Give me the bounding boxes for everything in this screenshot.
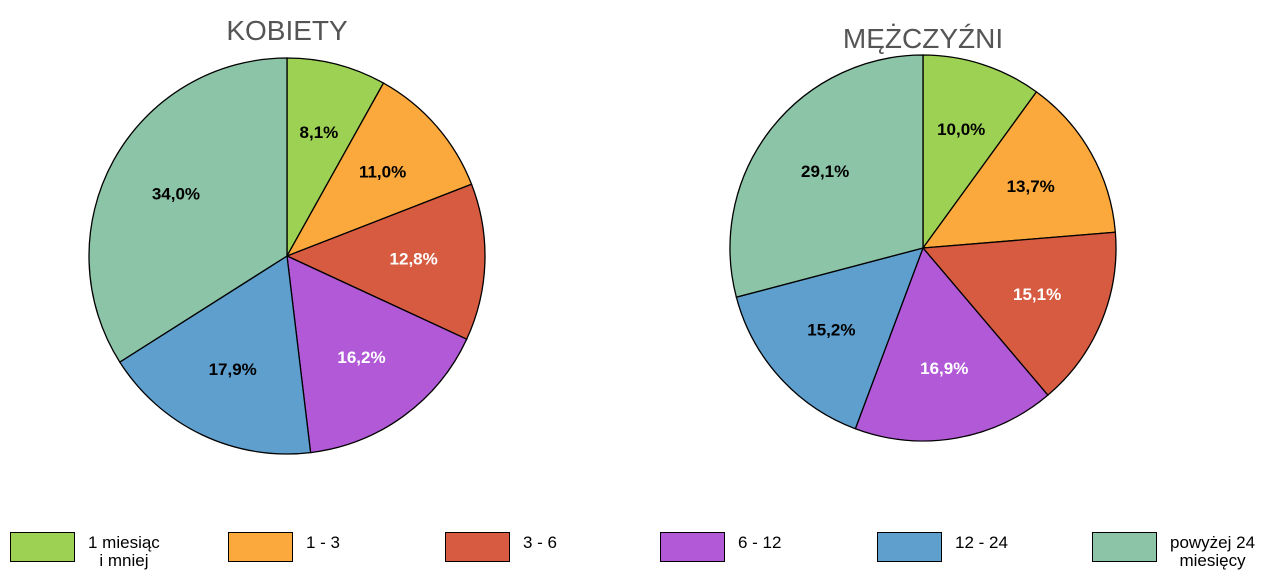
- value-label: 11,0%: [359, 162, 406, 181]
- legend-swatch: [445, 532, 510, 562]
- legend-label: 12 - 24: [955, 533, 1008, 552]
- legend-label: 1 miesiąc i mniej: [88, 533, 160, 570]
- value-label: 13,7%: [1007, 177, 1055, 196]
- legend-label: 6 - 12: [738, 533, 782, 552]
- value-label: 16,2%: [337, 348, 385, 367]
- pie-slice: [735, 247, 925, 430]
- pie-slice: [285, 82, 473, 258]
- legend-swatch: [228, 532, 293, 562]
- pie-slice: [854, 246, 1049, 442]
- pie-slice: [286, 57, 385, 259]
- legend-label: 1 - 3: [306, 533, 341, 552]
- value-label: 12,8%: [390, 249, 438, 268]
- pie-slice: [729, 54, 924, 298]
- value-label: 17,9%: [209, 360, 257, 379]
- pie-slice: [285, 183, 486, 341]
- legend-swatch: [660, 532, 725, 562]
- pie-slice: [922, 54, 1038, 251]
- legend-label: 3 - 6: [523, 533, 558, 552]
- pie-slice: [921, 231, 1117, 397]
- pie-slice: [286, 254, 468, 454]
- value-label: 34,0%: [152, 184, 200, 203]
- legend-swatch: [1092, 532, 1157, 562]
- legend-label: powyżej 24 miesięcy: [1170, 533, 1256, 570]
- value-label: 15,1%: [1013, 285, 1061, 304]
- value-label: 29,1%: [801, 162, 849, 181]
- legend-swatch: [10, 532, 75, 562]
- chart-title: MĘŻCZYŹNI: [843, 23, 1003, 54]
- pie-slice: [921, 90, 1117, 249]
- value-label: 15,2%: [807, 320, 855, 339]
- value-label: 16,9%: [920, 359, 968, 378]
- pie-slice: [88, 57, 288, 363]
- pie-slice: [118, 254, 312, 455]
- chart-title: KOBIETY: [226, 15, 348, 46]
- charts: KOBIETY 8,1% 11,0% 12,8% 16,2% 17,9% 34,0% MĘŻC…: [88, 15, 1117, 455]
- value-label: 10,0%: [937, 120, 985, 139]
- legend-swatch: [877, 532, 942, 562]
- value-label: 8,1%: [300, 123, 339, 142]
